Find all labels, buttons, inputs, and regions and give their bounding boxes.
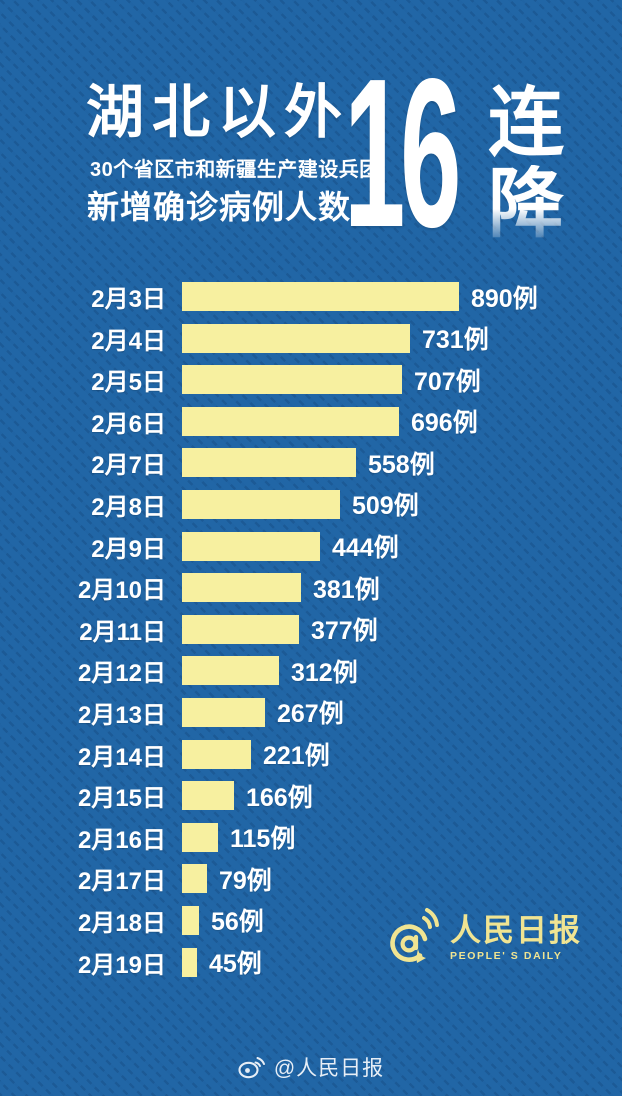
at-broadcast-icon bbox=[384, 902, 442, 974]
credit-text: @人民日报 bbox=[273, 1057, 385, 1080]
page-title: 湖北以外 bbox=[86, 80, 351, 145]
date-label: 2月18日 bbox=[77, 909, 166, 937]
bar bbox=[182, 822, 218, 852]
value-label: 381例 bbox=[313, 575, 380, 604]
chart-row: 2月8日 509例 bbox=[0, 489, 622, 521]
date-label: 2月6日 bbox=[91, 410, 166, 438]
streak-count: 16 bbox=[344, 34, 461, 271]
date-label: 2月7日 bbox=[91, 452, 166, 480]
chart-row: 2月3日 890例 bbox=[0, 282, 622, 313]
bar bbox=[182, 489, 340, 519]
bar bbox=[182, 531, 320, 561]
chart-row: 2月5日 707例 bbox=[0, 365, 622, 397]
streak-char-2: 降 bbox=[488, 161, 564, 247]
logo-en-name: PEOPLE' S DAILY bbox=[450, 950, 563, 963]
value-label: 444例 bbox=[332, 534, 399, 563]
chart-row: 2月18日 56例 bbox=[0, 905, 622, 937]
chart-row: 2月19日 45例 bbox=[0, 947, 622, 979]
value-label: 558例 bbox=[368, 450, 435, 479]
bar bbox=[182, 365, 402, 395]
chart-row: 2月11日 377例 bbox=[0, 614, 622, 646]
chart-row: 2月4日 731例 bbox=[0, 323, 622, 355]
peoples-daily-logo: 人民日报 PEOPLE' S DAILY bbox=[384, 902, 582, 974]
date-label: 2月5日 bbox=[91, 369, 166, 397]
chart-row: 2月15日 166例 bbox=[0, 781, 622, 813]
value-label: 115例 bbox=[230, 825, 296, 854]
date-label: 2月9日 bbox=[91, 535, 166, 563]
value-label: 45例 bbox=[209, 950, 262, 978]
bar bbox=[182, 614, 299, 644]
subtitle-scope: 30个省区市和新疆生产建设兵团 bbox=[90, 159, 380, 181]
date-label: 2月3日 bbox=[91, 286, 166, 313]
bar bbox=[182, 781, 234, 811]
bar bbox=[182, 697, 265, 727]
date-label: 2月4日 bbox=[91, 327, 166, 355]
value-label: 267例 bbox=[277, 700, 344, 729]
chart-row: 2月6日 696例 bbox=[0, 406, 622, 438]
bar bbox=[182, 864, 207, 894]
value-label: 509例 bbox=[352, 492, 419, 521]
date-label: 2月8日 bbox=[91, 493, 166, 521]
chart-row: 2月14日 221例 bbox=[0, 739, 622, 771]
date-label: 2月11日 bbox=[79, 618, 166, 646]
value-label: 79例 bbox=[219, 866, 272, 895]
date-label: 2月19日 bbox=[77, 951, 166, 979]
value-label: 377例 bbox=[311, 617, 378, 646]
bar bbox=[182, 448, 356, 478]
value-label: 166例 bbox=[246, 783, 313, 812]
value-label: 696例 bbox=[411, 409, 478, 438]
chart-row: 2月16日 115例 bbox=[0, 822, 622, 854]
chart-row: 2月13日 267例 bbox=[0, 697, 622, 729]
chart-row: 2月17日 79例 bbox=[0, 864, 622, 896]
date-label: 2月12日 bbox=[77, 660, 166, 688]
streak-label: 连 降 bbox=[488, 81, 564, 247]
bar bbox=[182, 282, 459, 311]
date-label: 2月14日 bbox=[77, 743, 166, 771]
date-label: 2月17日 bbox=[77, 868, 166, 896]
bar bbox=[182, 656, 279, 686]
bar bbox=[182, 406, 399, 436]
weibo-credit: @人民日报 bbox=[0, 1052, 622, 1082]
weibo-icon bbox=[238, 1055, 265, 1079]
date-label: 2月15日 bbox=[77, 785, 166, 813]
value-label: 221例 bbox=[263, 742, 330, 771]
value-label: 731例 bbox=[422, 326, 489, 355]
streak-char-1: 连 bbox=[488, 81, 564, 166]
value-label: 312例 bbox=[291, 658, 358, 687]
bar bbox=[182, 573, 301, 603]
date-label: 2月10日 bbox=[77, 577, 166, 605]
bar bbox=[182, 905, 199, 935]
value-label: 56例 bbox=[211, 908, 264, 937]
chart-row: 2月9日 444例 bbox=[0, 531, 622, 563]
bar bbox=[182, 739, 251, 769]
chart-row: 2月7日 558例 bbox=[0, 448, 622, 480]
chart-row: 2月10日 381例 bbox=[0, 573, 622, 605]
bar-chart: 2月3日 890例 2月4日 731例 2月5日 707例 2月6日 696例 … bbox=[0, 282, 622, 979]
chart-row: 2月12日 312例 bbox=[0, 656, 622, 688]
subtitle-metric: 新增确诊病例人数 bbox=[87, 189, 352, 225]
value-label: 890例 bbox=[471, 284, 538, 313]
logo-cn-name: 人民日报 bbox=[450, 912, 582, 948]
date-label: 2月13日 bbox=[77, 701, 166, 729]
value-label: 707例 bbox=[414, 367, 481, 396]
date-label: 2月16日 bbox=[77, 826, 166, 854]
bar bbox=[182, 947, 197, 977]
bar bbox=[182, 323, 410, 353]
